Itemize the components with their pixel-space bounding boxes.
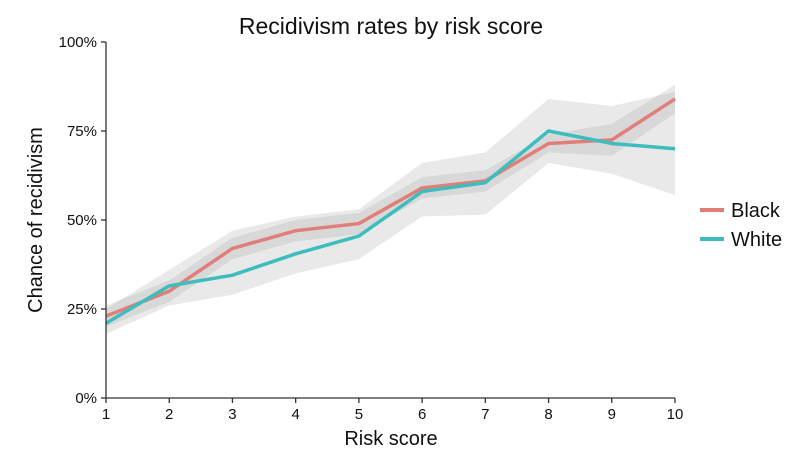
- y-tick-label: 100%: [59, 34, 97, 51]
- x-tick-label: 10: [667, 406, 684, 423]
- legend-label-white: White: [731, 229, 782, 251]
- x-tick-label: 9: [608, 406, 616, 423]
- x-tick-label: 4: [291, 406, 299, 423]
- legend: Black White: [700, 200, 782, 251]
- axes: [101, 41, 676, 403]
- y-tick-label: 75%: [67, 123, 97, 140]
- x-tick-label: 7: [481, 406, 489, 423]
- y-tick-label: 25%: [67, 301, 97, 318]
- legend-label-black: Black: [731, 200, 781, 222]
- chart-title: Recidivism rates by risk score: [239, 13, 543, 39]
- x-tick-label: 1: [102, 406, 110, 423]
- y-tick-label: 0%: [75, 390, 97, 407]
- y-axis-title: Chance of recidivism: [25, 127, 47, 313]
- series-line-white: [105, 129, 676, 325]
- x-tick-label: 6: [418, 406, 426, 423]
- series-lines: [105, 97, 676, 325]
- confidence-bands: [106, 84, 675, 334]
- tick-labels: 0% 25% 50% 75% 100% 1 2 3 4 5 6 7 8 9 10: [59, 34, 684, 423]
- series-line-black: [105, 97, 676, 318]
- x-tick-label: 8: [544, 406, 552, 423]
- y-tick-label: 50%: [67, 212, 97, 229]
- x-axis-title: Risk score: [344, 428, 437, 450]
- x-tick-label: 2: [165, 406, 173, 423]
- x-tick-label: 3: [228, 406, 236, 423]
- x-tick-label: 5: [355, 406, 363, 423]
